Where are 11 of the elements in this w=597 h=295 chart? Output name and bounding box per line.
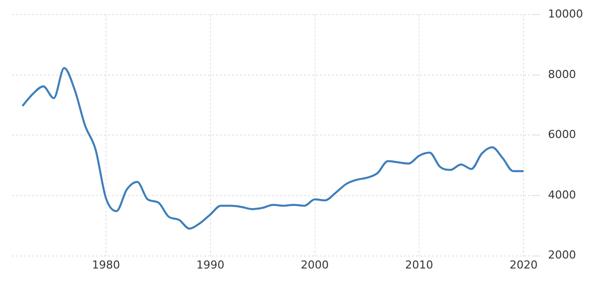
x-tick-label: 2010: [405, 258, 434, 272]
y-tick-label: 2000: [548, 248, 576, 262]
y-tick-label: 10000: [548, 7, 584, 20]
x-tick-label: 2000: [300, 258, 329, 272]
line-series: [21, 66, 525, 230]
x-tick-label: 1980: [92, 258, 120, 272]
y-tick-label: 6000: [548, 128, 576, 142]
y-tick-label: 8000: [548, 68, 576, 81]
x-tick-label: 2020: [510, 258, 538, 272]
x-tick-label: 1990: [196, 258, 224, 272]
y-tick-label: 4000: [548, 188, 576, 202]
